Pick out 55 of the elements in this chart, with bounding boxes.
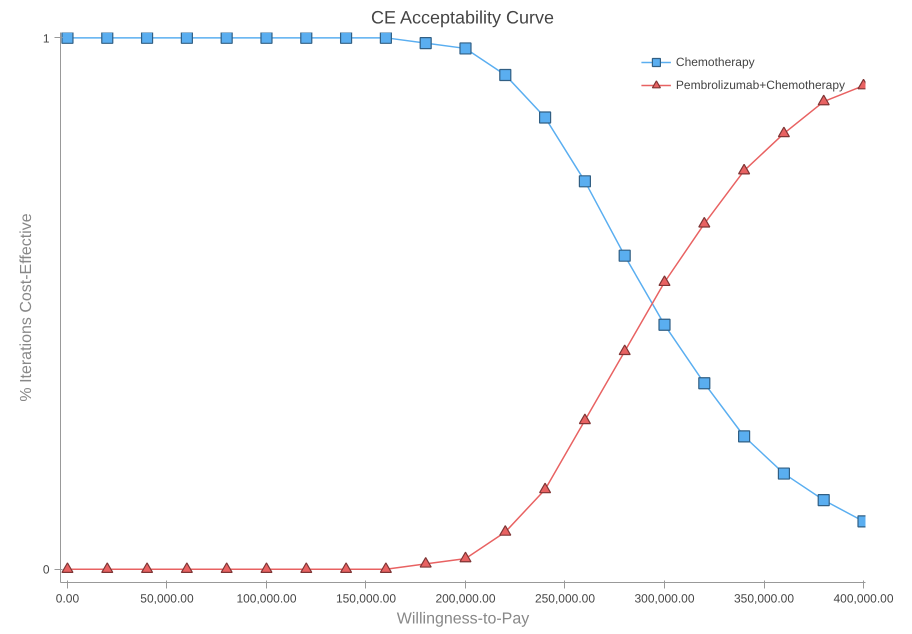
point xyxy=(260,562,273,573)
point xyxy=(538,111,552,124)
point xyxy=(738,164,750,174)
x-tick-label: 250,000.00 xyxy=(534,592,596,606)
x-tick-label: 50,000.00 xyxy=(140,592,194,606)
point xyxy=(140,562,154,573)
x-tick-label: 100,000.00 xyxy=(236,592,297,606)
point xyxy=(220,32,233,44)
point xyxy=(459,42,472,55)
point xyxy=(738,430,750,442)
point xyxy=(499,525,512,536)
x-tick-label: 200,000.00 xyxy=(435,592,496,606)
x-tick-label: 400,000.00 xyxy=(833,592,894,606)
point xyxy=(180,562,193,573)
point xyxy=(260,32,273,44)
point xyxy=(618,250,631,262)
point xyxy=(698,377,710,390)
point xyxy=(61,562,74,573)
point xyxy=(420,556,432,568)
point xyxy=(778,467,790,480)
point xyxy=(140,32,154,44)
point xyxy=(340,32,352,44)
point xyxy=(499,68,512,82)
point xyxy=(380,562,392,573)
point xyxy=(778,126,790,138)
x-tick-label: 350,000.00 xyxy=(734,592,794,606)
point xyxy=(538,482,552,494)
point xyxy=(180,32,193,44)
point xyxy=(61,32,74,44)
y-axis-title: % Iterations Cost-Effective xyxy=(18,213,35,402)
point xyxy=(658,275,671,286)
chart-title: CE Acceptability Curve xyxy=(370,8,554,28)
point xyxy=(818,494,830,506)
point xyxy=(698,216,710,228)
point xyxy=(420,37,432,50)
point xyxy=(300,562,312,573)
x-axis-title: Willingness-to-Pay xyxy=(396,610,530,628)
y-tick-label: 0 xyxy=(42,562,50,577)
x-tick-label: 0.00 xyxy=(56,592,80,606)
x-tick-label: 300,000.00 xyxy=(634,592,695,606)
point xyxy=(658,318,671,331)
point xyxy=(459,552,472,562)
point xyxy=(101,32,114,44)
y-tick-label: 1 xyxy=(42,31,50,46)
point xyxy=(101,562,114,573)
x-tick-label: 150,000.00 xyxy=(336,592,396,606)
point xyxy=(578,413,591,424)
legend-label: Chemotherapy xyxy=(676,55,755,69)
point xyxy=(380,32,392,44)
point xyxy=(220,562,233,573)
point xyxy=(340,562,352,573)
legend-label: Pembrolizumab+Chemotherapy xyxy=(676,78,845,92)
point xyxy=(578,175,591,188)
point xyxy=(618,344,631,356)
point xyxy=(300,32,312,44)
